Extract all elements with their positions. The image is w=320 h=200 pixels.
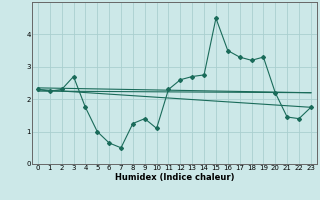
- X-axis label: Humidex (Indice chaleur): Humidex (Indice chaleur): [115, 173, 234, 182]
